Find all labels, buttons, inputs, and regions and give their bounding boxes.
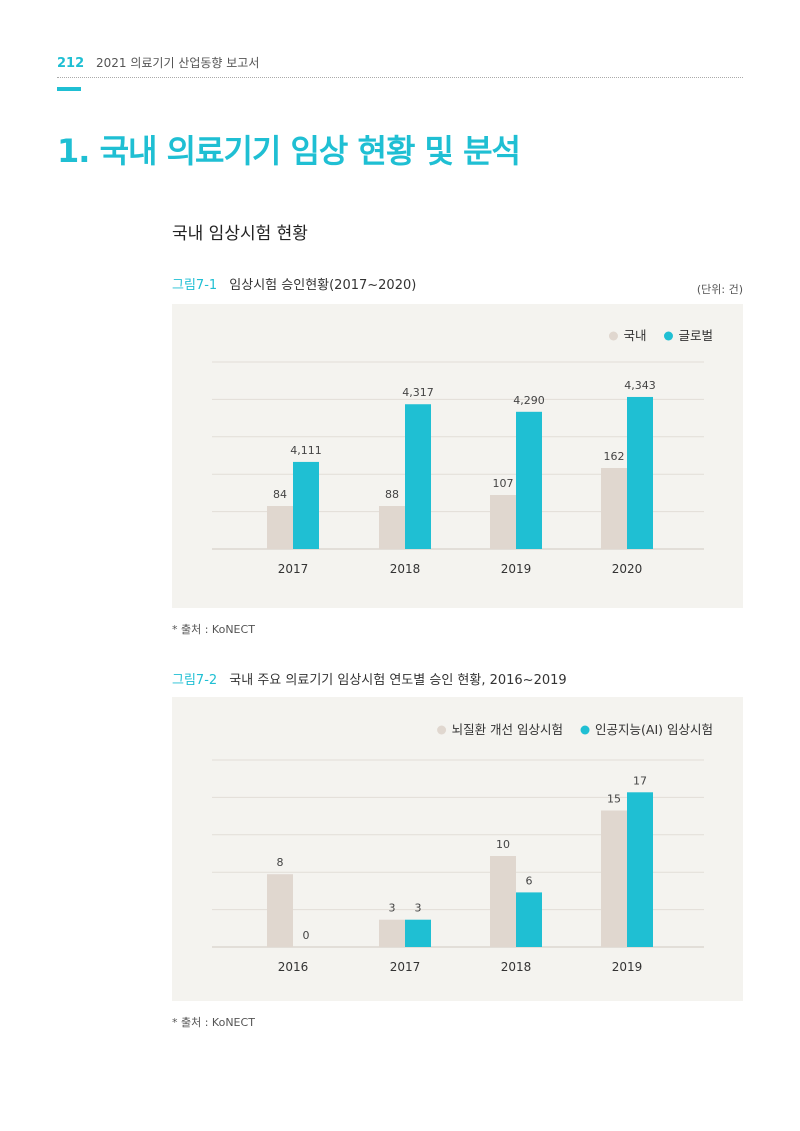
legend-marker <box>437 725 447 735</box>
bar <box>490 495 516 549</box>
data-label: 4,317 <box>402 386 434 399</box>
tick-label: 2017 <box>390 960 421 974</box>
figure1-unit: (단위: 건) <box>696 283 743 296</box>
bar <box>627 792 653 947</box>
data-label: 15 <box>607 793 621 806</box>
legend-label: 국내 <box>623 328 646 343</box>
bar <box>267 506 293 549</box>
figure1-number: 그림7-1 <box>172 278 218 293</box>
chart2-container: 8 0 2016 3 3 2017 10 6 2018 15 17 2019 인공지능(AI) 임상시험… <box>172 697 743 1001</box>
subsection-title: 국내 임상시험 현황 <box>172 224 308 244</box>
header-divider <box>57 77 743 78</box>
bar <box>405 404 431 549</box>
figure2-number: 그림7-2 <box>172 673 218 688</box>
figure1-source: * 출처 : KoNECT <box>172 623 255 636</box>
bar <box>405 919 431 947</box>
data-label: 17 <box>633 774 647 787</box>
legend-marker <box>608 331 618 341</box>
data-label: 8 <box>277 856 284 869</box>
figure2-source: * 출처 : KoNECT <box>172 1016 255 1029</box>
bar <box>379 919 405 947</box>
data-label: 4,111 <box>290 444 322 457</box>
legend-marker <box>580 725 590 735</box>
data-label: 84 <box>273 488 287 501</box>
data-label: 107 <box>493 477 514 490</box>
figure2-caption: 그림7-2 국내 주요 의료기기 임상시험 연도별 승인 현황, 2016~20… <box>172 669 567 688</box>
bar <box>267 874 293 947</box>
chart1: 84 4,111 2017 88 4,317 2018 107 4,290 2019 162 4,3… <box>212 328 713 576</box>
chart1-container: 84 4,111 2017 88 4,317 2018 107 4,290 2019 162 4,3… <box>172 304 743 608</box>
tick-label: 2018 <box>501 960 532 974</box>
bar <box>516 411 542 549</box>
bar <box>601 468 627 549</box>
data-label: 4,290 <box>513 394 545 407</box>
chart2: 8 0 2016 3 3 2017 10 6 2018 15 17 2019 인공지능(AI) 임상시험… <box>212 722 713 974</box>
figure2-title: 국내 주요 의료기기 임상시험 연도별 승인 현황, 2016~2019 <box>229 673 567 688</box>
bar <box>379 506 405 549</box>
report-title: 2021 의료기기 산업동향 보고서 <box>95 56 260 70</box>
data-label: 6 <box>526 874 533 887</box>
tick-label: 2020 <box>612 562 643 576</box>
tick-label: 2018 <box>390 562 421 576</box>
figure1-caption: 그림7-1 임상시험 승인현황(2017~2020) <box>172 274 416 293</box>
data-label: 0 <box>303 929 310 942</box>
legend-marker <box>663 331 673 341</box>
data-label: 3 <box>389 902 396 915</box>
bar <box>490 856 516 947</box>
section-title: 1. 국내 의료기기 임상 현황 및 분석 <box>57 132 521 170</box>
data-label: 10 <box>496 838 510 851</box>
accent-bar <box>57 87 81 91</box>
tick-label: 2016 <box>278 960 309 974</box>
data-label: 4,343 <box>624 379 656 392</box>
tick-label: 2019 <box>612 960 643 974</box>
data-label: 3 <box>415 902 422 915</box>
bar <box>293 461 319 549</box>
page-header: 212 2021 의료기기 산업동향 보고서 <box>57 54 259 71</box>
legend-label: 인공지능(AI) 임상시험 <box>595 722 713 737</box>
figure1-title: 임상시험 승인현황(2017~2020) <box>229 278 417 293</box>
data-label: 162 <box>604 450 625 463</box>
tick-label: 2019 <box>501 562 532 576</box>
legend-label: 글로벌 <box>678 328 713 343</box>
bar <box>516 892 542 947</box>
bar <box>601 810 627 947</box>
data-label: 88 <box>385 488 399 501</box>
legend-label: 뇌질환 개선 임상시험 <box>452 722 563 737</box>
page-number: 212 <box>57 56 85 71</box>
tick-label: 2017 <box>278 562 309 576</box>
bar <box>627 396 653 549</box>
